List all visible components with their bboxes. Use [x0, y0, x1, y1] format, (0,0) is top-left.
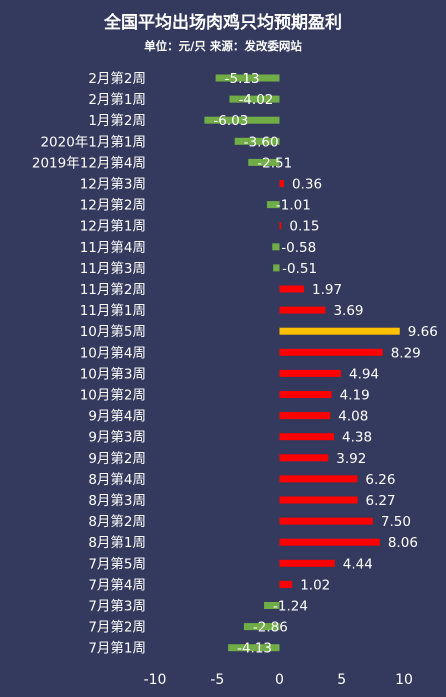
bar: [279, 222, 282, 230]
bar: [215, 74, 280, 82]
value-label: 4.94: [349, 366, 379, 382]
value-label: -6.03: [213, 113, 248, 129]
category-label: 8月第1周: [88, 534, 146, 551]
bar: [279, 433, 335, 441]
category-label: 2020年1月第1周: [40, 133, 146, 150]
x-tick-label: -5: [210, 672, 224, 688]
category-label: 12月第3周: [80, 176, 146, 193]
value-label: 0.36: [292, 177, 322, 193]
bar: [279, 475, 358, 483]
category-label: 10月第2周: [80, 387, 146, 404]
bar: [279, 580, 293, 588]
x-tick-label: 0: [275, 672, 284, 688]
value-label: 8.29: [391, 345, 421, 361]
category-label: 9月第3周: [88, 429, 146, 446]
category-label: 8月第2周: [88, 513, 146, 530]
value-label: -2.51: [257, 155, 292, 171]
value-label: 0.15: [289, 219, 319, 235]
value-label: -2.86: [253, 620, 288, 636]
category-label: 2月第2周: [88, 70, 146, 87]
category-label: 11月第1周: [80, 302, 146, 319]
value-label: 4.38: [342, 430, 372, 446]
x-tick-label: -10: [144, 672, 167, 688]
bar: [279, 559, 335, 567]
value-label: -5.13: [225, 71, 260, 87]
category-label: 7月第5周: [88, 555, 146, 572]
category-label: 11月第3周: [80, 260, 146, 277]
category-label: 2019年12月第4周: [32, 154, 146, 171]
bar: [272, 243, 280, 251]
value-label: 6.27: [366, 493, 396, 509]
value-label: -0.58: [281, 240, 316, 256]
category-label: 1月第2周: [88, 112, 146, 129]
value-label: -4.02: [238, 92, 273, 108]
value-label: 3.69: [333, 303, 363, 319]
bar: [279, 285, 305, 293]
category-label: 11月第2周: [80, 281, 146, 298]
bar: [243, 623, 280, 631]
bar: [279, 496, 358, 504]
value-label: 7.50: [381, 514, 411, 530]
category-label: 7月第3周: [88, 598, 146, 615]
value-label: 3.92: [336, 451, 366, 467]
bar: [279, 369, 342, 377]
chart-title: 全国平均出场肉鸡只均预期盈利: [104, 13, 342, 33]
chart-subtitle: 单位：元/只 来源：发改委网站: [144, 39, 302, 53]
bar: [279, 391, 332, 398]
bar: [234, 137, 280, 145]
category-label: 10月第3周: [80, 365, 146, 382]
bar: [279, 454, 329, 462]
category-label: 12月第2周: [80, 197, 146, 214]
x-tick-label: 5: [337, 672, 346, 688]
value-label: 4.19: [340, 388, 370, 404]
category-label: 10月第4周: [80, 344, 146, 361]
bar: [279, 517, 373, 525]
category-label: 9月第2周: [88, 450, 146, 467]
value-label: 6.26: [365, 472, 395, 488]
value-label: -4.13: [237, 641, 272, 657]
value-label: -1.24: [273, 599, 308, 615]
bar: [279, 180, 284, 187]
category-label: 10月第5周: [80, 323, 146, 340]
value-label: 9.66: [408, 324, 438, 340]
value-label: -1.01: [276, 198, 311, 214]
bar: [279, 306, 326, 314]
value-label: 1.97: [312, 282, 342, 298]
category-label: 11月第4周: [80, 239, 146, 256]
category-label: 7月第1周: [88, 640, 146, 657]
category-label: 7月第2周: [88, 619, 146, 636]
bar: [279, 538, 380, 546]
bar: [229, 95, 280, 103]
value-label: -0.51: [282, 261, 317, 277]
value-label: 8.06: [388, 535, 418, 551]
value-label: -3.60: [244, 134, 279, 150]
category-label: 12月第1周: [80, 218, 146, 235]
bar: [248, 158, 280, 166]
category-label: 9月第4周: [88, 408, 146, 425]
value-label: 1.02: [300, 577, 330, 593]
bar: [279, 348, 383, 356]
x-tick-label: 10: [395, 672, 413, 688]
category-label: 8月第4周: [88, 471, 146, 488]
category-label: 8月第3周: [88, 492, 146, 509]
bar: [228, 644, 280, 652]
value-label: 4.08: [338, 409, 368, 425]
bar: [279, 327, 400, 335]
category-label: 7月第4周: [88, 576, 146, 593]
bar: [204, 116, 280, 124]
value-label: 4.44: [343, 556, 373, 572]
bar: [266, 201, 280, 209]
bar: [273, 264, 280, 272]
bar: [279, 412, 331, 420]
bar: [264, 602, 280, 609]
category-label: 2月第1周: [88, 91, 146, 108]
